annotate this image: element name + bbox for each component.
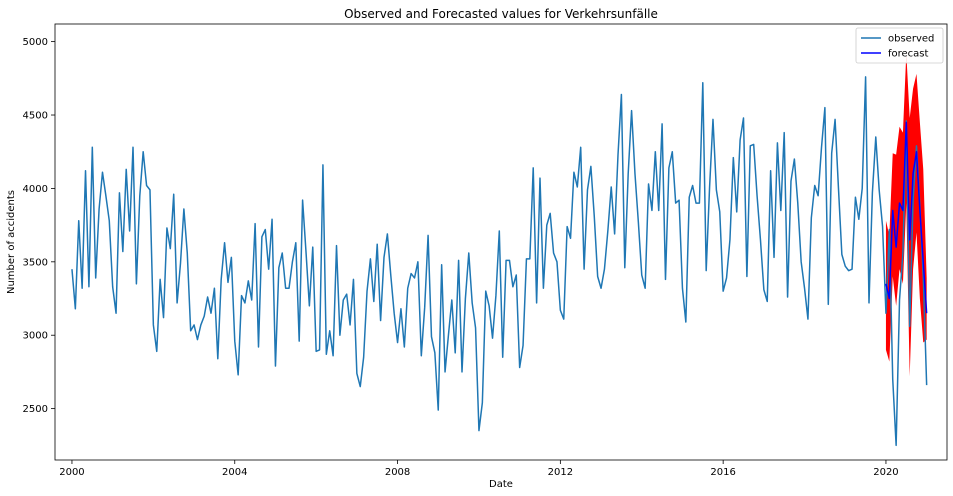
plot-frame [54,23,948,461]
x-tick-label: 2020 [873,467,898,478]
y-tick-label: 5000 [23,37,48,48]
observed-series [71,76,928,447]
y-tick-label: 4500 [23,111,48,122]
x-tick-label: 2000 [59,467,84,478]
confidence-band-area [885,53,927,377]
x-tick-label: 2004 [222,467,247,478]
legend: observed forecast [855,27,944,64]
chart-title: Observed and Forecasted values for Verke… [344,7,658,21]
x-tick-label: 2008 [385,467,410,478]
legend-label: observed [888,34,934,45]
y-tick-label: 2500 [23,404,48,415]
x-axis: 2000 2004 2008 2012 2016 2020 [59,460,899,478]
y-axis-label: Number of accidents [6,190,17,294]
legend-box [855,27,944,64]
forecast-line [885,121,928,314]
x-axis-label: Date [489,479,513,490]
y-tick-label: 4000 [23,184,48,195]
forecast-confidence-band [885,53,927,377]
forecast-series [885,121,928,314]
y-tick-label: 3000 [23,331,48,342]
plot-area [54,23,948,461]
y-tick-label: 3500 [23,257,48,268]
legend-label: forecast [888,49,929,60]
x-tick-label: 2012 [548,467,573,478]
x-tick-label: 2016 [710,467,735,478]
y-axis: 2500 3000 3500 4000 4500 5000 [23,37,55,415]
observed-line [71,76,928,447]
